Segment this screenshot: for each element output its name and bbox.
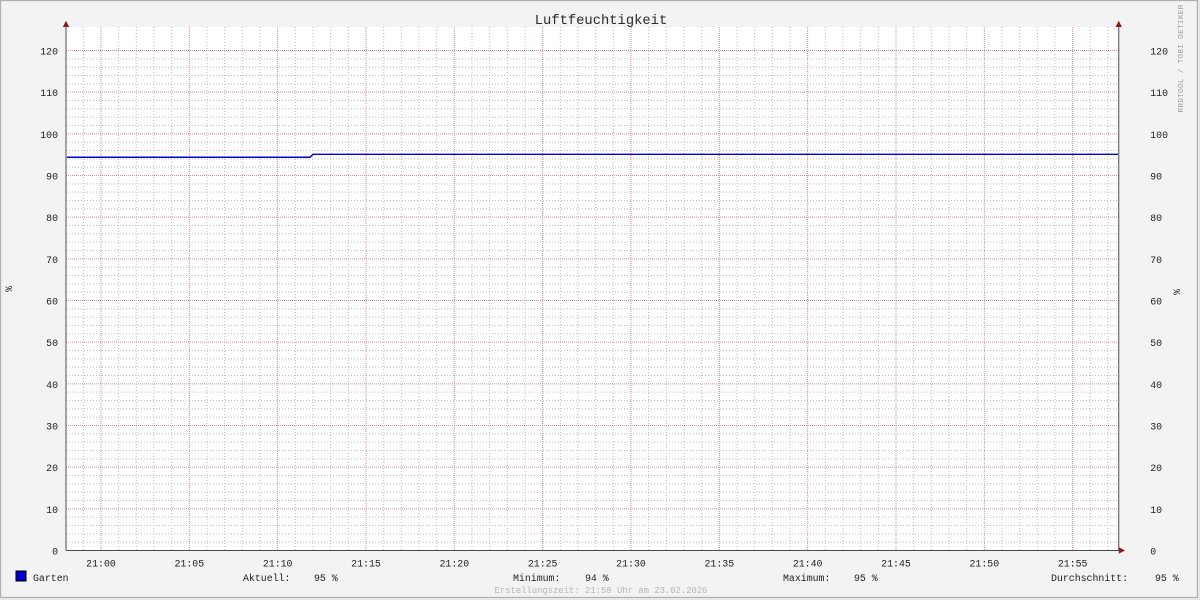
svg-text:80: 80	[46, 213, 58, 224]
svg-text:20: 20	[1150, 463, 1162, 474]
svg-text:21:25: 21:25	[528, 559, 558, 570]
svg-text:21:30: 21:30	[616, 559, 646, 570]
svg-text:Erstellungszeit: 21:58 Uhr am: Erstellungszeit: 21:58 Uhr am 23.02.2026	[494, 586, 707, 596]
svg-text:110: 110	[1150, 88, 1168, 99]
svg-text:20: 20	[46, 463, 58, 474]
svg-text:120: 120	[1150, 46, 1168, 57]
svg-text:110: 110	[40, 88, 58, 99]
svg-text:Garten: Garten	[33, 573, 69, 584]
svg-text:21:40: 21:40	[793, 559, 823, 570]
svg-text:21:00: 21:00	[86, 559, 116, 570]
svg-text:90: 90	[1150, 171, 1162, 182]
svg-text:21:20: 21:20	[440, 559, 470, 570]
svg-text:50: 50	[46, 338, 58, 349]
svg-text:%: %	[1172, 289, 1183, 295]
svg-text:40: 40	[46, 380, 58, 391]
svg-text:0: 0	[1150, 547, 1156, 558]
svg-text:21:55: 21:55	[1058, 559, 1088, 570]
svg-text:80: 80	[1150, 213, 1162, 224]
svg-text:95 %: 95 %	[314, 573, 338, 584]
svg-text:0: 0	[52, 547, 58, 558]
svg-text:30: 30	[1150, 421, 1162, 432]
svg-text:40: 40	[1150, 380, 1162, 391]
svg-text:50: 50	[1150, 338, 1162, 349]
svg-text:10: 10	[1150, 505, 1162, 516]
svg-text:60: 60	[1150, 296, 1162, 307]
svg-text:10: 10	[46, 505, 58, 516]
svg-text:RRDTOOL / TOBI OETIKER: RRDTOOL / TOBI OETIKER	[1178, 4, 1186, 112]
svg-text:120: 120	[40, 46, 58, 57]
svg-text:94 %: 94 %	[585, 573, 609, 584]
svg-text:70: 70	[1150, 255, 1162, 266]
svg-text:Aktuell:: Aktuell:	[243, 573, 290, 584]
svg-text:95 %: 95 %	[1155, 573, 1179, 584]
svg-text:Durchschnitt:: Durchschnitt:	[1051, 573, 1128, 584]
svg-text:30: 30	[46, 421, 58, 432]
svg-text:90: 90	[46, 171, 58, 182]
svg-text:Luftfeuchtigkeit: Luftfeuchtigkeit	[535, 13, 667, 29]
svg-text:21:15: 21:15	[351, 559, 381, 570]
svg-text:21:10: 21:10	[263, 559, 293, 570]
svg-text:70: 70	[46, 255, 58, 266]
svg-text:21:05: 21:05	[175, 559, 205, 570]
svg-text:Minimum:: Minimum:	[513, 573, 560, 584]
svg-text:60: 60	[46, 296, 58, 307]
svg-text:21:35: 21:35	[705, 559, 735, 570]
svg-text:21:50: 21:50	[970, 559, 1000, 570]
svg-text:95 %: 95 %	[854, 573, 878, 584]
svg-text:%: %	[4, 286, 15, 292]
svg-text:21:45: 21:45	[881, 559, 911, 570]
svg-text:100: 100	[40, 130, 58, 141]
svg-text:Maximum:: Maximum:	[783, 573, 830, 584]
svg-text:100: 100	[1150, 130, 1168, 141]
